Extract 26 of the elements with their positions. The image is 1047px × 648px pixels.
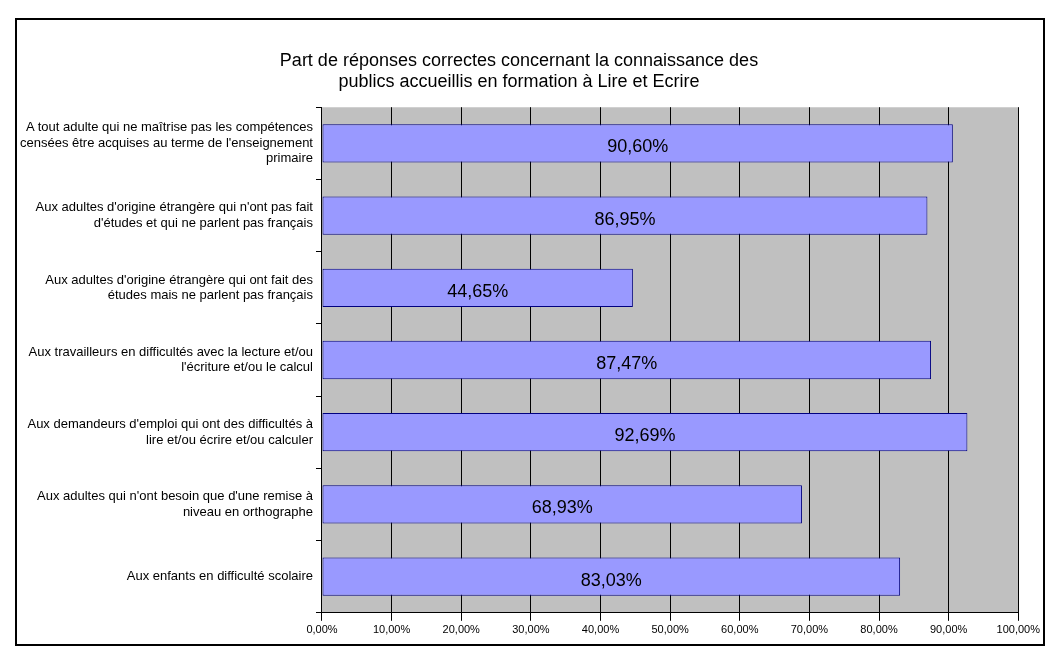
x-tick-label: 90,00% bbox=[930, 623, 968, 636]
x-tick-label: 60,00% bbox=[721, 623, 759, 636]
y-tick-label: Aux adultes d'origine étrangère qui ont fait des études mais ne parlent pas français bbox=[45, 271, 314, 303]
x-tick-label: 20,00% bbox=[442, 623, 481, 636]
x-tick-label: 0,00% bbox=[306, 623, 338, 636]
y-tick-label: Aux adultes d'origine étrangère qui n'ont pas fait d'études et qui ne parlent pas français bbox=[35, 199, 314, 230]
x-tick-label: 80,00% bbox=[860, 623, 898, 636]
data-label: 68,93% bbox=[531, 497, 593, 518]
x-tick-label: 70,00% bbox=[790, 623, 829, 636]
data-label: 86,95% bbox=[594, 208, 656, 229]
y-tick-label: Aux enfants en difficulté scolaire bbox=[126, 568, 313, 584]
x-tick-label: 30,00% bbox=[512, 623, 550, 636]
x-tick-label: 10,00% bbox=[372, 623, 411, 636]
x-tick-label: 40,00% bbox=[581, 623, 620, 636]
y-tick-label: Aux demandeurs d'emploi qui ont des difficultés à lire et/ou écrire et/ou calculer bbox=[27, 416, 314, 447]
data-label: 90,60% bbox=[607, 136, 669, 157]
x-tick-label: 50,00% bbox=[651, 623, 690, 636]
data-label: 44,65% bbox=[447, 280, 509, 301]
data-label: 92,69% bbox=[614, 425, 676, 446]
data-label: 83,03% bbox=[580, 569, 642, 590]
chart-title: Part de réponses correctes concernant la connaissance des publics accueillis en formation à Lire et Ecrire bbox=[279, 49, 759, 92]
y-tick-label: Aux adultes qui n'ont besoin que d'une remise à niveau en orthographe bbox=[37, 488, 314, 519]
y-tick-label: Aux travailleurs en difficultés avec la lecture et/ou l'écriture et/ou le calcul bbox=[28, 343, 314, 375]
y-tick-label: A tout adulte qui ne maîtrise pas les compétences censées être acquises au terme de l'enseignement primaire bbox=[19, 119, 314, 166]
x-tick-label: 100,00% bbox=[996, 623, 1041, 636]
data-label: 87,47% bbox=[596, 352, 658, 373]
